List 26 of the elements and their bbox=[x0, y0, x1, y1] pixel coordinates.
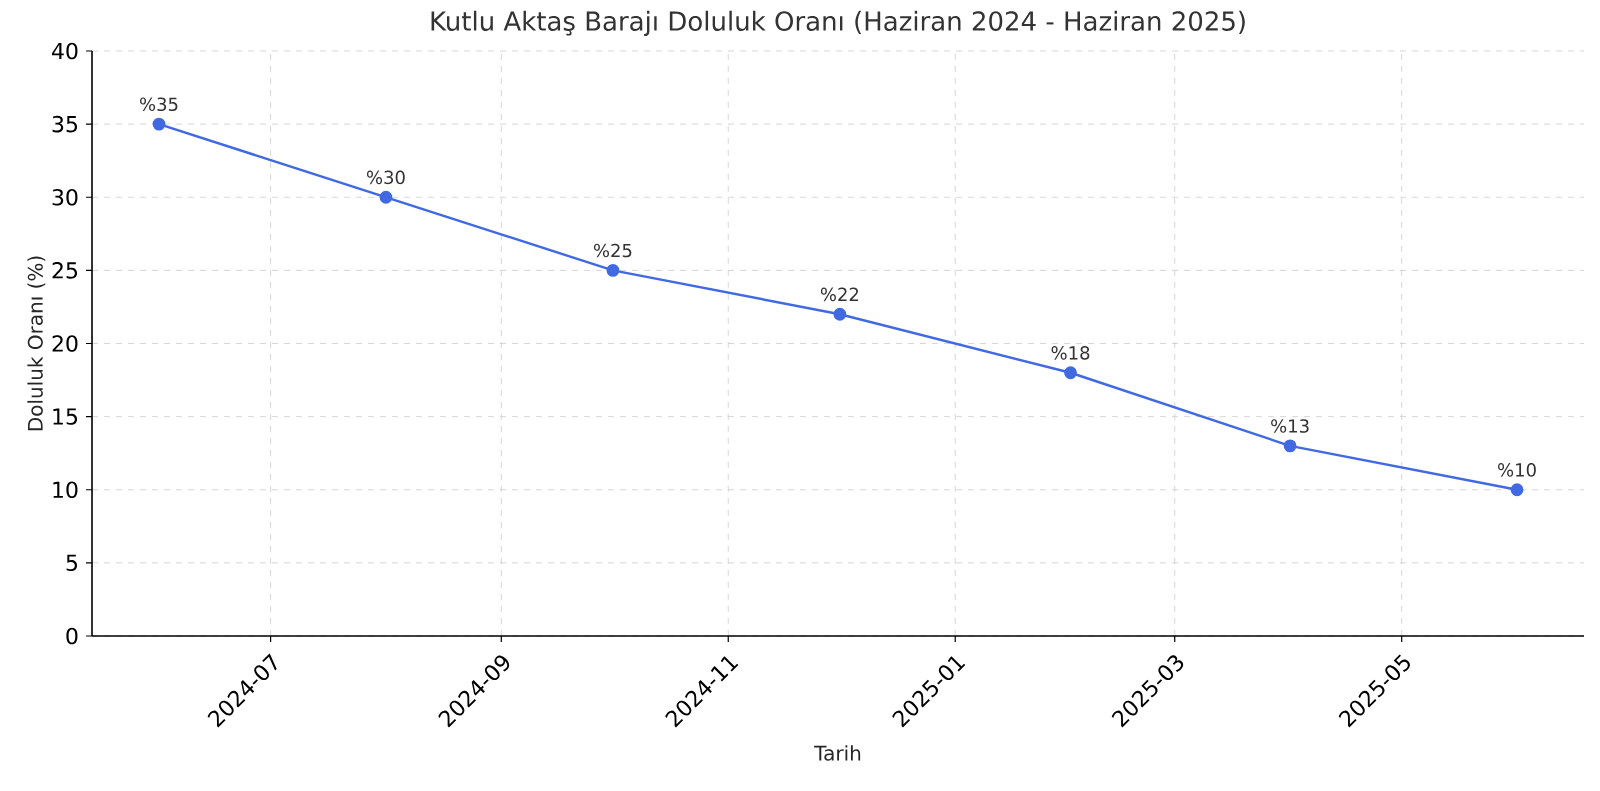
data-label: %35 bbox=[139, 97, 178, 112]
data-label: %10 bbox=[1498, 463, 1536, 477]
y-tick-label: 30 bbox=[52, 188, 78, 206]
x-axis-title: Tarih bbox=[814, 745, 861, 761]
data-label: %22 bbox=[820, 287, 859, 302]
data-label: %25 bbox=[593, 243, 632, 258]
data-label: %13 bbox=[1271, 419, 1309, 433]
y-tick-label: 5 bbox=[66, 554, 78, 572]
data-label: %30 bbox=[366, 170, 405, 185]
y-tick-label: 15 bbox=[53, 408, 78, 425]
y-tick-label: 25 bbox=[52, 262, 78, 279]
point bbox=[1064, 366, 1077, 380]
point bbox=[1283, 439, 1297, 453]
y-tick-label: 20 bbox=[52, 335, 78, 352]
chart-title: Kutlu Aktaş Barajı Doluluk Oranı (Haziran 2024 - Haziran 2025) bbox=[431, 10, 1245, 36]
data-label: %18 bbox=[1051, 346, 1090, 360]
y-axis-title: Doluluk Oranı (%) bbox=[27, 256, 46, 431]
point bbox=[379, 190, 393, 204]
point bbox=[152, 117, 166, 131]
point bbox=[606, 263, 620, 277]
y-tick-label: 40 bbox=[52, 42, 78, 60]
point bbox=[1510, 483, 1524, 497]
y-tick-label: 0 bbox=[66, 627, 78, 645]
y-tick-label: 10 bbox=[53, 481, 78, 499]
point bbox=[833, 307, 847, 321]
y-tick-label: 35 bbox=[52, 115, 78, 133]
